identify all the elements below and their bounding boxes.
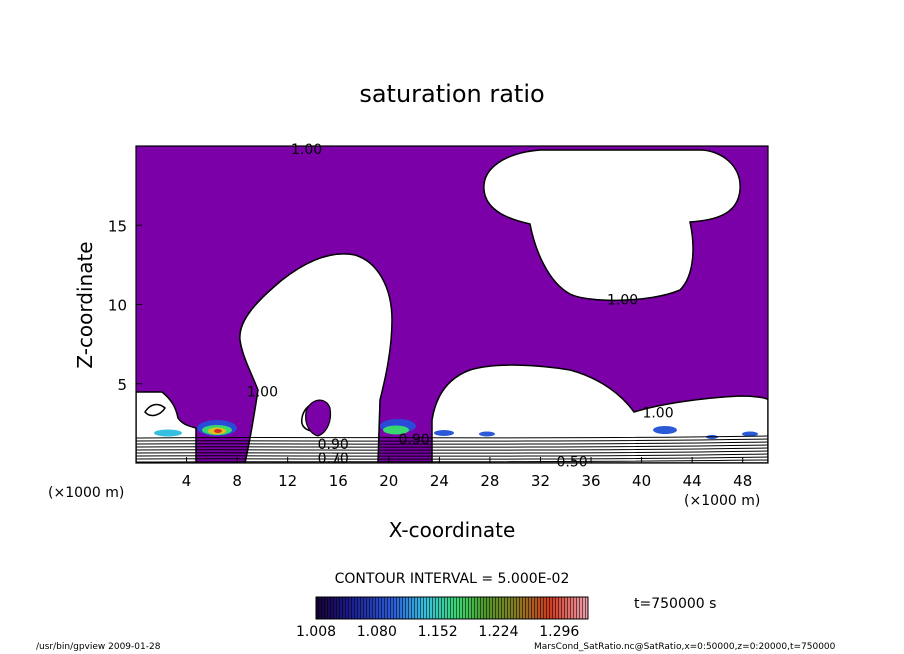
time-label: t=750000 s	[634, 596, 716, 612]
chart-title: saturation ratio	[359, 80, 544, 108]
colorbar-tick-label: 1.080	[357, 624, 397, 640]
contour-labels: 1.001.001.001.000.900.70 0.500.90	[247, 142, 674, 470]
x-tick-label: 28	[480, 472, 499, 490]
y-axis-label: Z-coordinate	[73, 241, 97, 368]
contour-label: 0.50	[556, 454, 587, 470]
x-axis-label: X-coordinate	[389, 518, 516, 542]
colorbar-tick-label: 1.296	[539, 624, 579, 640]
footer-left: /usr/bin/gpview 2009-01-28	[36, 642, 161, 652]
x-tick-label: 8	[232, 472, 242, 490]
x-tick-label: 44	[683, 472, 702, 490]
colorbar-frame	[315, 596, 589, 620]
colorbar-stripes	[316, 597, 588, 619]
x-unit-right: (×1000 m)	[684, 493, 760, 509]
footer-right: MarsCond_SatRatio.nc@SatRatio,x=0:50000,…	[534, 642, 836, 652]
y-tick-label: 15	[108, 217, 127, 235]
near-surface-contours	[136, 435, 768, 463]
colorbar-tick-label: 1.008	[296, 624, 336, 640]
subsaturated-region-notch-left	[144, 403, 166, 417]
x-unit-left: (×1000 m)	[48, 485, 124, 501]
subsaturated-region-right	[431, 364, 768, 463]
colorbar-ticks: 1.008 1.080 1.152 1.224 1.296	[296, 624, 579, 640]
contour-label: 0.70	[318, 451, 349, 467]
subsaturated-region-center	[239, 253, 393, 463]
x-tick-label: 12	[278, 472, 297, 490]
y-tick-label: 5	[117, 376, 127, 394]
contour-label: 1.00	[642, 405, 673, 421]
x-tick-label: 4	[182, 472, 192, 490]
contour-label: 0.90	[318, 437, 349, 453]
subsaturated-region-upper-right	[483, 149, 741, 302]
contour-label: 1.00	[607, 293, 638, 309]
supersaturated-bulge	[305, 399, 332, 437]
plot-area	[136, 146, 768, 463]
x-tick-label: 24	[430, 472, 449, 490]
x-tick-label: 48	[733, 472, 752, 490]
x-axis-ticks: 4 8 12 16 20 24 28 32 36 40 44 48	[182, 457, 752, 490]
colorbar	[315, 596, 589, 620]
colorbar-tick-label: 1.152	[418, 624, 458, 640]
colorbar-tick-label: 1.224	[478, 624, 518, 640]
x-tick-label: 16	[329, 472, 348, 490]
y-axis-ticks: 5 10 15	[108, 217, 142, 394]
y-tick-label: 10	[108, 297, 127, 315]
contour-interval: CONTOUR INTERVAL = 5.000E-02	[335, 571, 570, 587]
x-tick-label: 32	[531, 472, 550, 490]
x-tick-label: 40	[632, 472, 651, 490]
contour-label: 1.00	[291, 142, 322, 158]
contour-label: 0.90	[398, 432, 429, 448]
x-tick-label: 36	[581, 472, 600, 490]
contour-label: 1.00	[247, 385, 278, 401]
x-tick-label: 20	[379, 472, 398, 490]
